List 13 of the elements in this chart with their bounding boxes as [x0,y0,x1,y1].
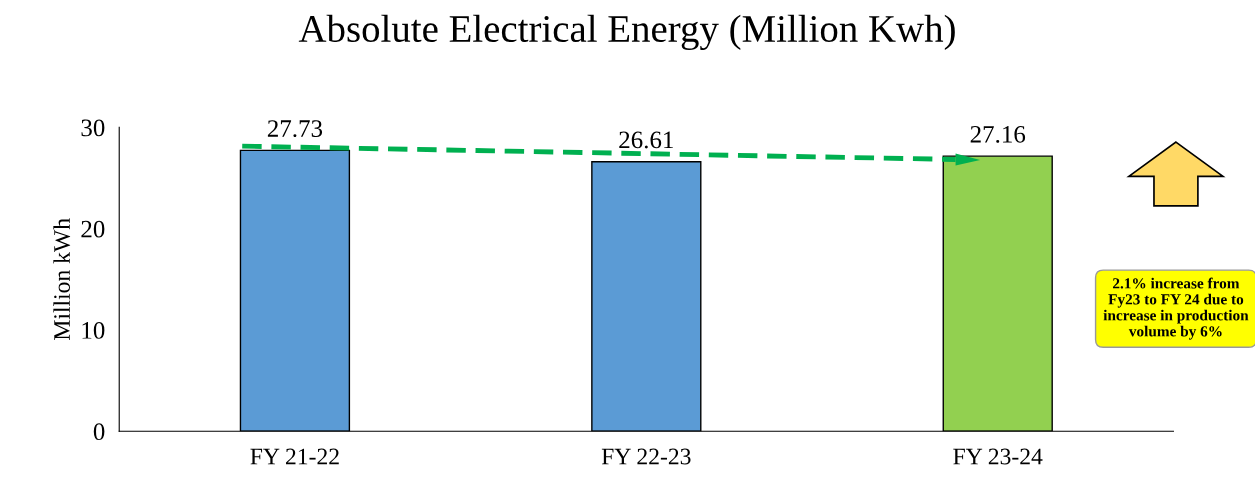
data-label: 26.61 [619,131,673,149]
y-axis-title: Million kWh [53,218,71,340]
data-label: 27.73 [267,120,323,138]
y-tick-label: 0 [93,423,105,441]
x-tick-label: FY 23-24 [953,448,1043,465]
y-tick-label: 20 [81,220,105,238]
y-tick-label: 10 [82,321,105,339]
y-tick-label: 30 [81,119,105,137]
annotation: 2.1% increase from Fy23 to FY 24 due to increase in production volume by 6% [1103,277,1249,340]
x-tick-label: FY 21-22 [250,448,339,465]
data-label: 27.16 [970,125,1026,143]
chart-title: Absolute Electrical Energy (Million Kwh) [298,14,955,51]
x-tick-label: FY 22-23 [601,448,691,465]
